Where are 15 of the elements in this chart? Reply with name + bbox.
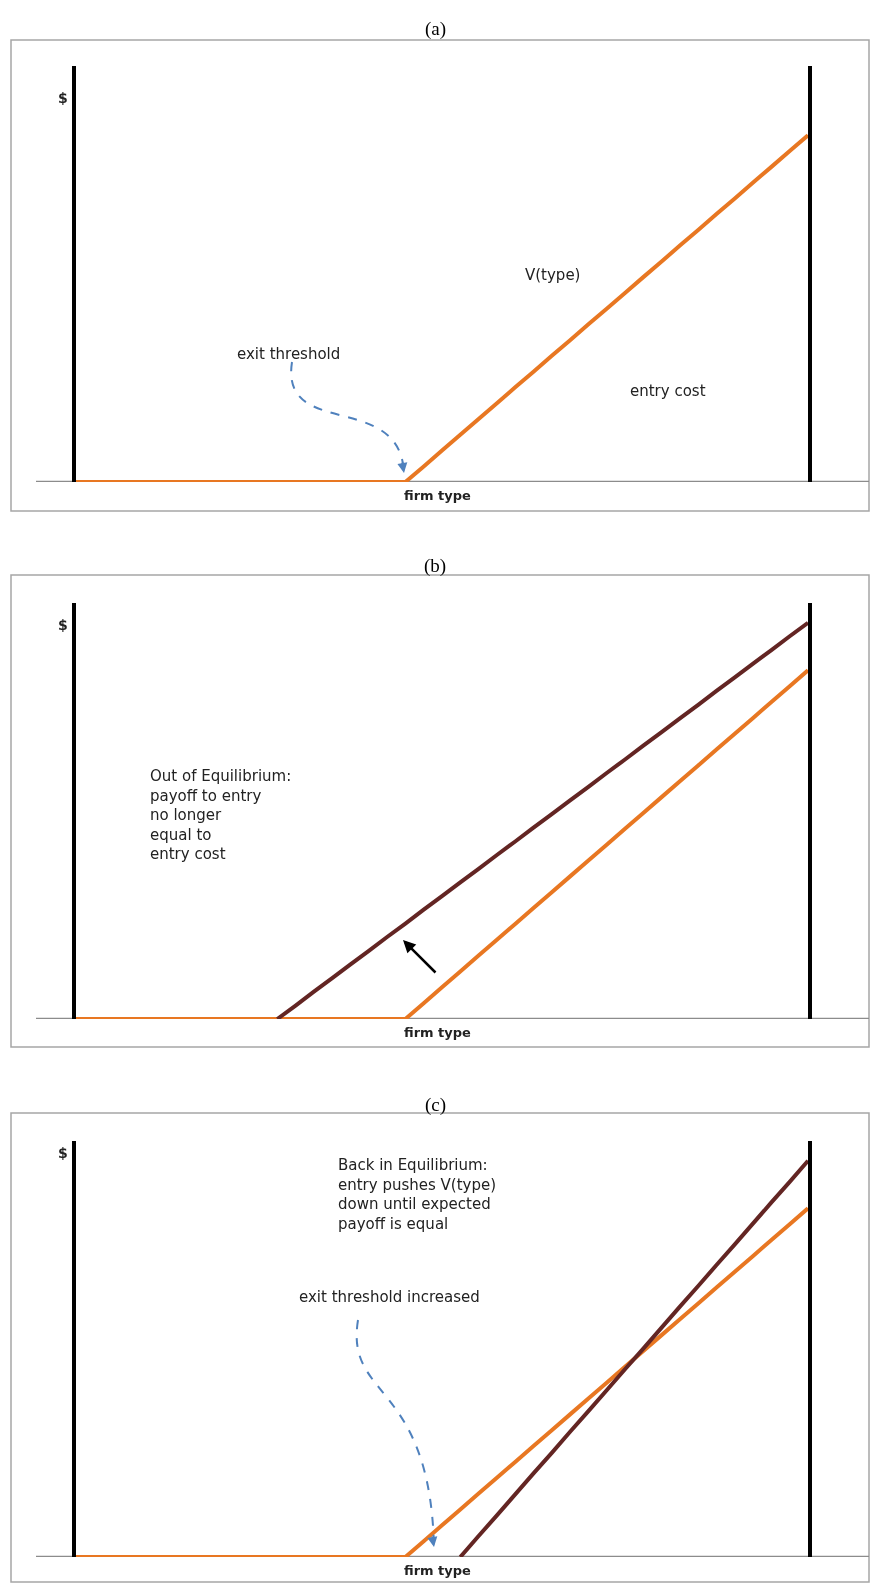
chart-title: (c) <box>425 1094 447 1116</box>
x-axis-title: firm type <box>404 488 472 503</box>
y-axis-title: $ <box>58 90 68 106</box>
chart-title: (b) <box>424 555 447 577</box>
annotation: Out of Equilibrium: payoff to entry no longer equal to entry cost <box>150 767 292 863</box>
annotation: Back in Equilibrium: entry pushes V(type) down until expected payoff is equal <box>338 1156 497 1233</box>
x-axis-title: firm type <box>404 1563 472 1578</box>
annotation: exit threshold <box>237 345 341 363</box>
y-axis-title: $ <box>58 1145 68 1161</box>
annotation: V(type) <box>525 266 581 284</box>
x-axis-title: firm type <box>404 1025 472 1040</box>
annotation: exit threshold increased <box>299 1288 480 1306</box>
chart-title: (a) <box>425 18 447 40</box>
y-axis-title: $ <box>58 617 68 633</box>
annotation: entry cost <box>630 382 706 400</box>
